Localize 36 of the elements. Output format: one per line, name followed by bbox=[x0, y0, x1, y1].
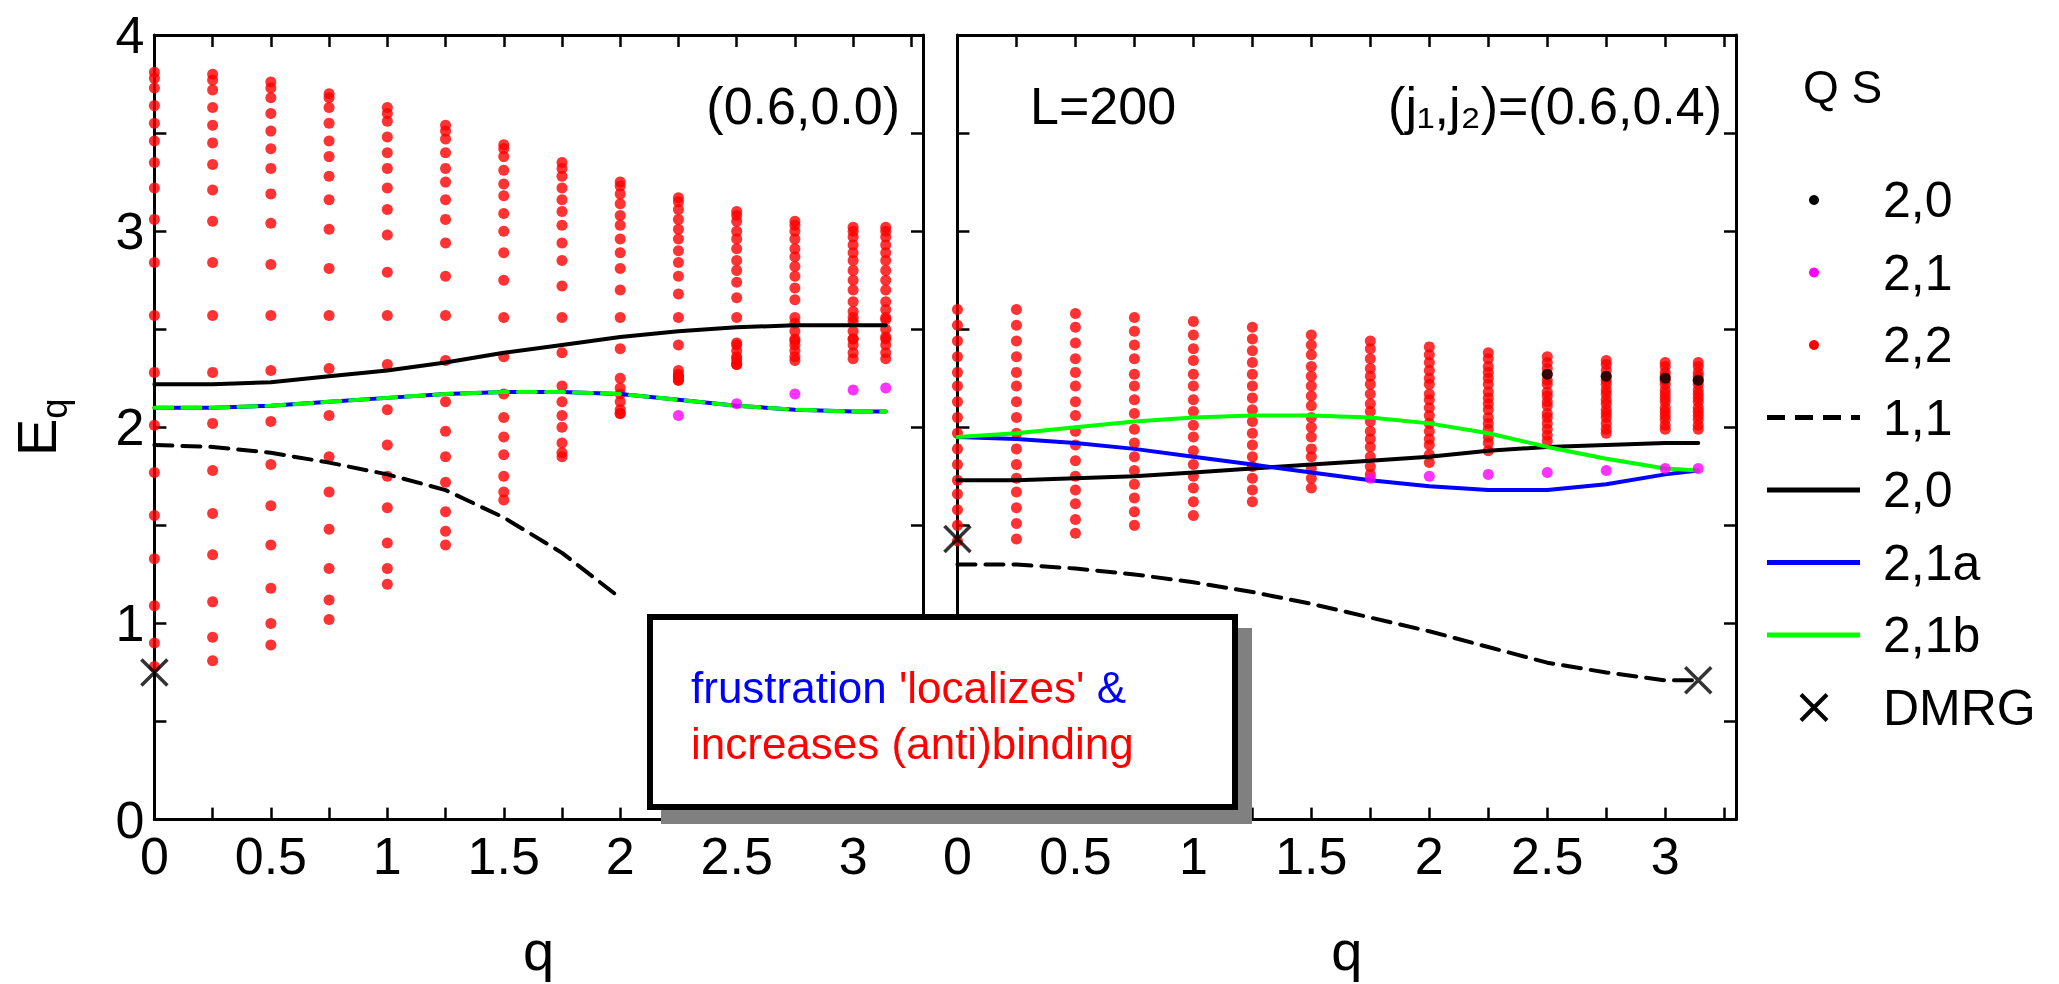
x-tick-label: 2 bbox=[1414, 826, 1444, 885]
legend-label: 2,2 bbox=[1883, 317, 1953, 373]
annotation: frustration bbox=[691, 663, 888, 712]
x-tick-label: 2.5 bbox=[700, 826, 773, 885]
text: L=200 bbox=[1030, 77, 1177, 135]
x-tick-label: 3 bbox=[1650, 826, 1680, 885]
legend-label: 1,1 bbox=[1883, 389, 1953, 446]
x-tick-label: 1.5 bbox=[467, 826, 540, 885]
x-tick-label: 3 bbox=[838, 826, 868, 885]
y-tick-label: 1 bbox=[115, 594, 145, 653]
x-tick-label: 1 bbox=[372, 826, 402, 885]
x-tick-label: 1 bbox=[1178, 826, 1208, 885]
legend-label: 2,1b bbox=[1883, 607, 1981, 663]
legend-title: Q S bbox=[1803, 61, 1883, 113]
text: (j₁,j₂)=(0.6,0.4) bbox=[1388, 77, 1722, 135]
text: (0.6,0.0) bbox=[706, 77, 900, 135]
x-tick-label: 0.5 bbox=[234, 826, 307, 885]
x-tick-label: 1.5 bbox=[1275, 826, 1348, 885]
y-axis-title: Eq bbox=[4, 398, 75, 457]
y-tick-label: 2 bbox=[115, 398, 145, 457]
legend-label: 2,0 bbox=[1883, 172, 1953, 228]
x-tick-label: 2 bbox=[605, 826, 635, 885]
x-axis-title: q bbox=[523, 919, 555, 983]
legend-label: 2,0 bbox=[1883, 462, 1953, 518]
annotation: increases (anti)binding bbox=[691, 719, 1134, 768]
y-tick-label: 3 bbox=[115, 202, 145, 261]
legend-label: 2,1a bbox=[1883, 534, 1981, 591]
annotation: & bbox=[1095, 663, 1126, 712]
x-tick-label: 0 bbox=[943, 826, 972, 885]
x-tick-label: 0.5 bbox=[1039, 826, 1112, 885]
legend-label: 2,1 bbox=[1883, 244, 1953, 301]
annotation: 'localizes' bbox=[898, 663, 1085, 712]
y-tick-label: 4 bbox=[115, 6, 145, 64]
legend-label: DMRG bbox=[1883, 679, 2036, 736]
x-tick-label: 2.5 bbox=[1511, 826, 1584, 885]
x-axis-title: q bbox=[1331, 919, 1363, 983]
